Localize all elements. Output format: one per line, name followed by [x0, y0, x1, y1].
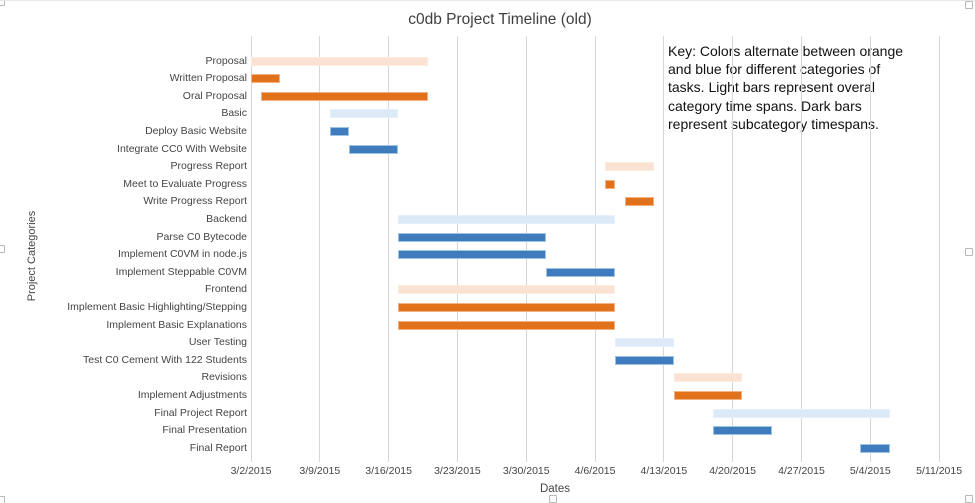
- resize-handle-top-right[interactable]: [965, 1, 973, 9]
- gantt-bar[interactable]: [545, 267, 615, 277]
- gantt-bar[interactable]: [604, 162, 655, 172]
- x-tick-label: 3/16/2015: [365, 465, 412, 477]
- gantt-bar[interactable]: [398, 232, 546, 242]
- category-label: User Testing: [188, 336, 247, 349]
- gantt-bar[interactable]: [860, 443, 890, 453]
- gantt-bar[interactable]: [251, 56, 428, 66]
- chart-title: c0db Project Timeline (old): [408, 11, 592, 28]
- gantt-bar[interactable]: [614, 338, 674, 348]
- category-label: Parse C0 Bytecode: [156, 230, 247, 243]
- gantt-bar[interactable]: [329, 109, 399, 119]
- resize-handle-bottom-left[interactable]: [0, 496, 5, 503]
- gridline: [388, 36, 390, 462]
- x-tick-label: 3/2/2015: [230, 465, 272, 477]
- category-label: Write Progress Report: [143, 195, 247, 208]
- gantt-bar[interactable]: [398, 285, 615, 295]
- x-tick-label: 4/20/2015: [709, 465, 757, 477]
- legend-key-note: Key: Colors alternate between orange and…: [668, 43, 904, 132]
- gridline: [938, 36, 940, 462]
- category-label: Implement Adjustments: [137, 388, 247, 401]
- gridline: [800, 36, 802, 462]
- x-tick-label: 3/30/2015: [502, 465, 550, 477]
- x-tick-label: 5/4/2015: [849, 465, 891, 477]
- category-label: Proposal: [205, 54, 247, 67]
- category-label: Frontend: [204, 283, 247, 296]
- gantt-bar[interactable]: [713, 426, 772, 436]
- resize-handle-top-left[interactable]: [0, 1, 5, 6]
- category-label: Implement Basic Highlighting/Stepping: [67, 300, 247, 313]
- category-label: Basic: [221, 107, 247, 120]
- resize-handle-left-middle[interactable]: [0, 245, 5, 253]
- gantt-bar[interactable]: [251, 74, 281, 84]
- category-label: Implement C0VM in node.js: [118, 248, 247, 261]
- category-label: Revisions: [201, 371, 247, 384]
- category-label: Progress Report: [170, 160, 247, 173]
- gantt-bar[interactable]: [349, 144, 399, 154]
- category-label: Backend: [206, 212, 247, 225]
- gridline: [525, 36, 527, 462]
- gridline: [869, 36, 871, 462]
- gridline: [663, 36, 665, 462]
- gantt-bar[interactable]: [604, 179, 615, 189]
- category-label: Written Proposal: [169, 72, 247, 85]
- gantt-bar[interactable]: [713, 408, 890, 418]
- x-tick-label: 4/13/2015: [640, 465, 688, 477]
- gridline: [319, 36, 321, 462]
- gantt-bar[interactable]: [398, 302, 615, 312]
- gantt-bar[interactable]: [260, 91, 428, 101]
- category-label: Test C0 Cement With 122 Students: [83, 353, 247, 366]
- gantt-bar[interactable]: [614, 355, 674, 365]
- category-label: Integrate CC0 With Website: [117, 142, 247, 155]
- gantt-bar[interactable]: [329, 126, 350, 136]
- category-label: Implement Steppable C0VM: [115, 265, 247, 278]
- x-axis-title: Dates: [539, 483, 571, 495]
- gantt-bar[interactable]: [398, 250, 546, 260]
- category-label: Final Report: [189, 441, 247, 454]
- category-label: Implement Basic Explanations: [106, 318, 247, 331]
- x-tick-label: 4/6/2015: [574, 465, 616, 477]
- gantt-bar[interactable]: [398, 214, 615, 224]
- x-tick-label: 3/9/2015: [299, 465, 341, 477]
- x-tick-label: 4/27/2015: [778, 465, 825, 477]
- gantt-bar[interactable]: [624, 197, 655, 207]
- category-label: Meet to Evaluate Progress: [123, 177, 247, 190]
- gantt-bar[interactable]: [673, 390, 743, 400]
- resize-handle-right-middle[interactable]: [965, 248, 973, 256]
- category-label: Final Presentation: [162, 424, 247, 437]
- gridline: [250, 36, 252, 462]
- gantt-bar[interactable]: [398, 320, 615, 330]
- gridline: [732, 36, 734, 462]
- category-label: Oral Proposal: [182, 89, 247, 102]
- gridline: [594, 36, 596, 462]
- x-tick-label: 5/11/2015: [916, 465, 963, 477]
- gantt-bar[interactable]: [673, 373, 743, 383]
- x-tick-label: 3/23/2015: [434, 465, 481, 477]
- category-label: Deploy Basic Website: [145, 124, 247, 137]
- category-label: Final Project Report: [154, 406, 247, 419]
- gridline: [456, 36, 458, 462]
